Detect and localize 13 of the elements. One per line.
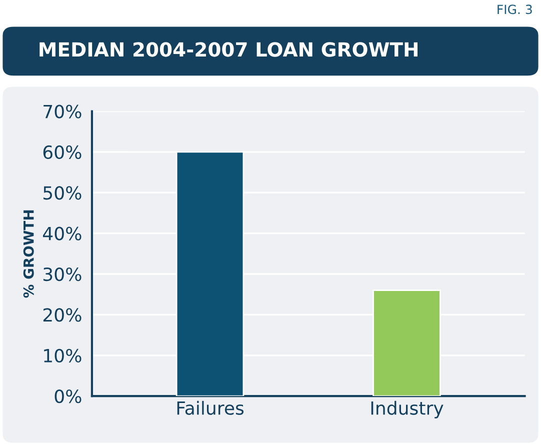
- y-tick-label: 20%: [43, 308, 82, 322]
- y-tick-label: 30%: [43, 267, 82, 282]
- y-tick-label: 50%: [44, 186, 82, 200]
- chart-title: MEDIAN 2004-2007 LOAN GROWTH: [40, 42, 418, 57]
- y-axis-title: % GROWTH: [23, 210, 34, 298]
- x-tick-label: Industry: [371, 400, 444, 418]
- caption: FIG. 3: [498, 4, 532, 14]
- y-tick-label: 40%: [43, 226, 82, 240]
- y-tick-label: 60%: [43, 145, 82, 160]
- y-tick-label: 0%: [54, 390, 82, 404]
- x-tick-label: Failures: [177, 400, 244, 415]
- y-tick-label: 10%: [44, 348, 82, 362]
- y-tick-label: 70%: [44, 104, 82, 118]
